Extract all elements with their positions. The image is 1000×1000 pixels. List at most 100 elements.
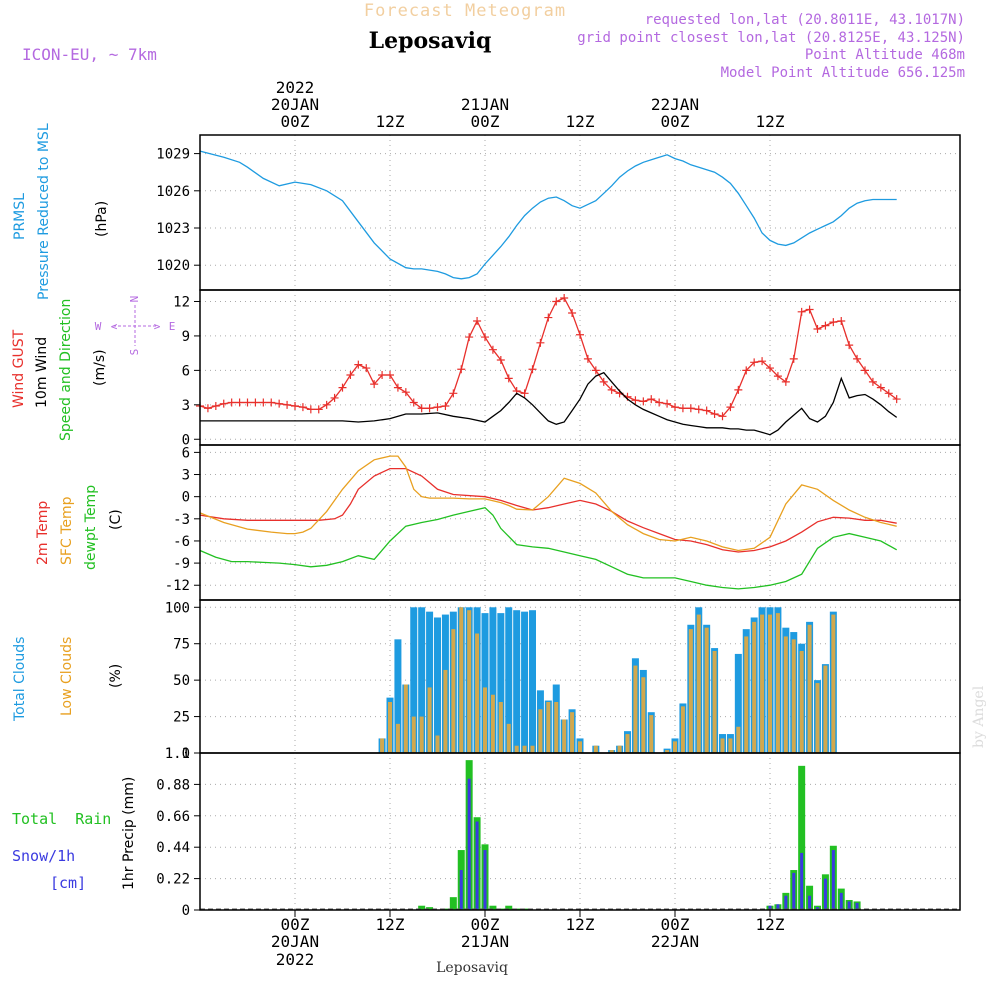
ytick-label-2: 1026 xyxy=(156,184,190,200)
bar-low-9 xyxy=(451,629,456,753)
wind-gust-label: Wind GUST xyxy=(11,329,27,408)
bar-low-33 xyxy=(641,677,646,753)
gust-marker-13 xyxy=(298,403,307,412)
bottom-date-label-1-0: 21JAN xyxy=(461,932,509,951)
ytick-label-2: -6 xyxy=(173,534,190,550)
gust-marker-62 xyxy=(686,404,695,413)
bar-snow-5 xyxy=(467,778,471,910)
wind-10m-label: 10m Wind xyxy=(34,337,50,408)
gust-marker-9 xyxy=(267,398,276,407)
bar-snow-29 xyxy=(847,901,851,910)
panel-frame xyxy=(199,134,961,291)
compass-rose: N S W E < > xyxy=(95,296,176,356)
ytick-label-2: 0.44 xyxy=(156,840,190,856)
ytick-label-2: 6 xyxy=(182,363,190,379)
gust-marker-35 xyxy=(473,317,482,325)
gust-marker-79 xyxy=(821,321,830,330)
gust-marker-23 xyxy=(378,370,387,379)
bar-low-12 xyxy=(475,633,480,753)
bar-total-13 xyxy=(481,613,489,753)
gust-marker-7 xyxy=(251,398,260,407)
gust-marker-45 xyxy=(552,297,561,306)
gust-marker-56 xyxy=(639,397,648,406)
gust-marker-51 xyxy=(599,377,608,386)
precip-unit: 1hr Precip (mm) xyxy=(121,777,137,890)
bar-low-11 xyxy=(467,610,472,753)
bar-low-45 xyxy=(736,726,741,753)
compass-east: E xyxy=(169,320,176,333)
bar-low-21 xyxy=(546,702,551,753)
series-line-0 xyxy=(199,150,897,280)
bar-low-50 xyxy=(775,613,780,753)
gust-marker-2 xyxy=(211,401,220,410)
bar-snow-26 xyxy=(823,878,827,910)
ytick-label-3: 0.66 xyxy=(156,809,190,825)
ytick-label-3: 1029 xyxy=(156,147,190,163)
bar-low-34 xyxy=(649,715,654,753)
gust-marker-58 xyxy=(655,398,664,407)
bar-low-37 xyxy=(673,741,677,753)
bar-rain-10 xyxy=(505,905,513,910)
series-line-0 xyxy=(199,467,897,553)
bar-low-43 xyxy=(720,738,725,753)
pressure-panel: 1020 1023 1026 1029 xyxy=(156,134,961,291)
gust-marker-46 xyxy=(560,294,569,303)
bar-rain-23 xyxy=(798,765,806,910)
gust-marker-63 xyxy=(694,405,703,414)
bar-total-14 xyxy=(489,607,497,753)
gust-marker-71 xyxy=(758,357,767,366)
gust-marker-16 xyxy=(322,400,331,409)
bar-snow-23 xyxy=(800,852,804,910)
bottom-time-label-3: 12Z xyxy=(566,915,595,934)
bar-snow-28 xyxy=(839,892,843,910)
gust-marker-72 xyxy=(766,364,774,373)
gust-marker-44 xyxy=(544,313,553,322)
compass-north: N xyxy=(128,296,141,303)
gust-marker-24 xyxy=(386,370,394,379)
ytick-label-0: 0 xyxy=(182,903,190,919)
gust-marker-84 xyxy=(861,366,869,375)
bar-low-57 xyxy=(831,614,836,753)
bottom-time-label-1: 12Z xyxy=(376,915,405,934)
bar-snow-7 xyxy=(483,850,487,910)
bar-total-4 xyxy=(410,607,418,753)
pressure-label-1: PRMSL xyxy=(12,193,28,240)
gust-marker-21 xyxy=(362,364,371,373)
bar-low-22 xyxy=(554,702,559,753)
bar-total-45 xyxy=(734,653,742,753)
bar-low-1 xyxy=(388,702,392,753)
wind-panel: 0 3 6 9 12 xyxy=(173,289,961,448)
bar-low-56 xyxy=(823,665,828,753)
gust-marker-5 xyxy=(235,398,244,407)
bar-low-32 xyxy=(633,665,638,753)
compass-south: S xyxy=(128,349,141,356)
bar-low-6 xyxy=(427,687,432,753)
top-time-label-2: 00Z xyxy=(471,112,500,131)
gust-marker-86 xyxy=(876,383,885,392)
bar-low-27 xyxy=(593,745,598,753)
gust-marker-77 xyxy=(805,305,814,314)
bar-low-14 xyxy=(490,694,495,753)
bottom-date-label-2-0: 22JAN xyxy=(651,932,699,951)
bar-total-18 xyxy=(521,611,529,753)
ytick-label-4: 0.88 xyxy=(156,777,190,793)
bar-low-10 xyxy=(459,607,464,753)
precip-rain-label: Total Rain xyxy=(12,810,111,828)
ytick-label-1: 25 xyxy=(173,710,190,726)
model-label: ICON-EU, ~ 7km xyxy=(22,45,157,64)
bar-low-29 xyxy=(609,750,614,753)
grid-point-coords: grid point closest lon,lat (20.8125E, 43… xyxy=(577,30,965,46)
bar-total-5 xyxy=(418,607,426,753)
bar-low-5 xyxy=(419,716,424,753)
bar-low-8 xyxy=(443,669,448,753)
bar-low-38 xyxy=(680,706,685,753)
bar-low-0 xyxy=(380,738,385,753)
bar-total-15 xyxy=(497,613,505,753)
bar-low-36 xyxy=(665,750,670,753)
bar-snow-21 xyxy=(784,895,788,910)
bar-low-42 xyxy=(712,651,717,753)
gust-marker-60 xyxy=(671,403,679,412)
gust-marker-19 xyxy=(346,370,355,379)
